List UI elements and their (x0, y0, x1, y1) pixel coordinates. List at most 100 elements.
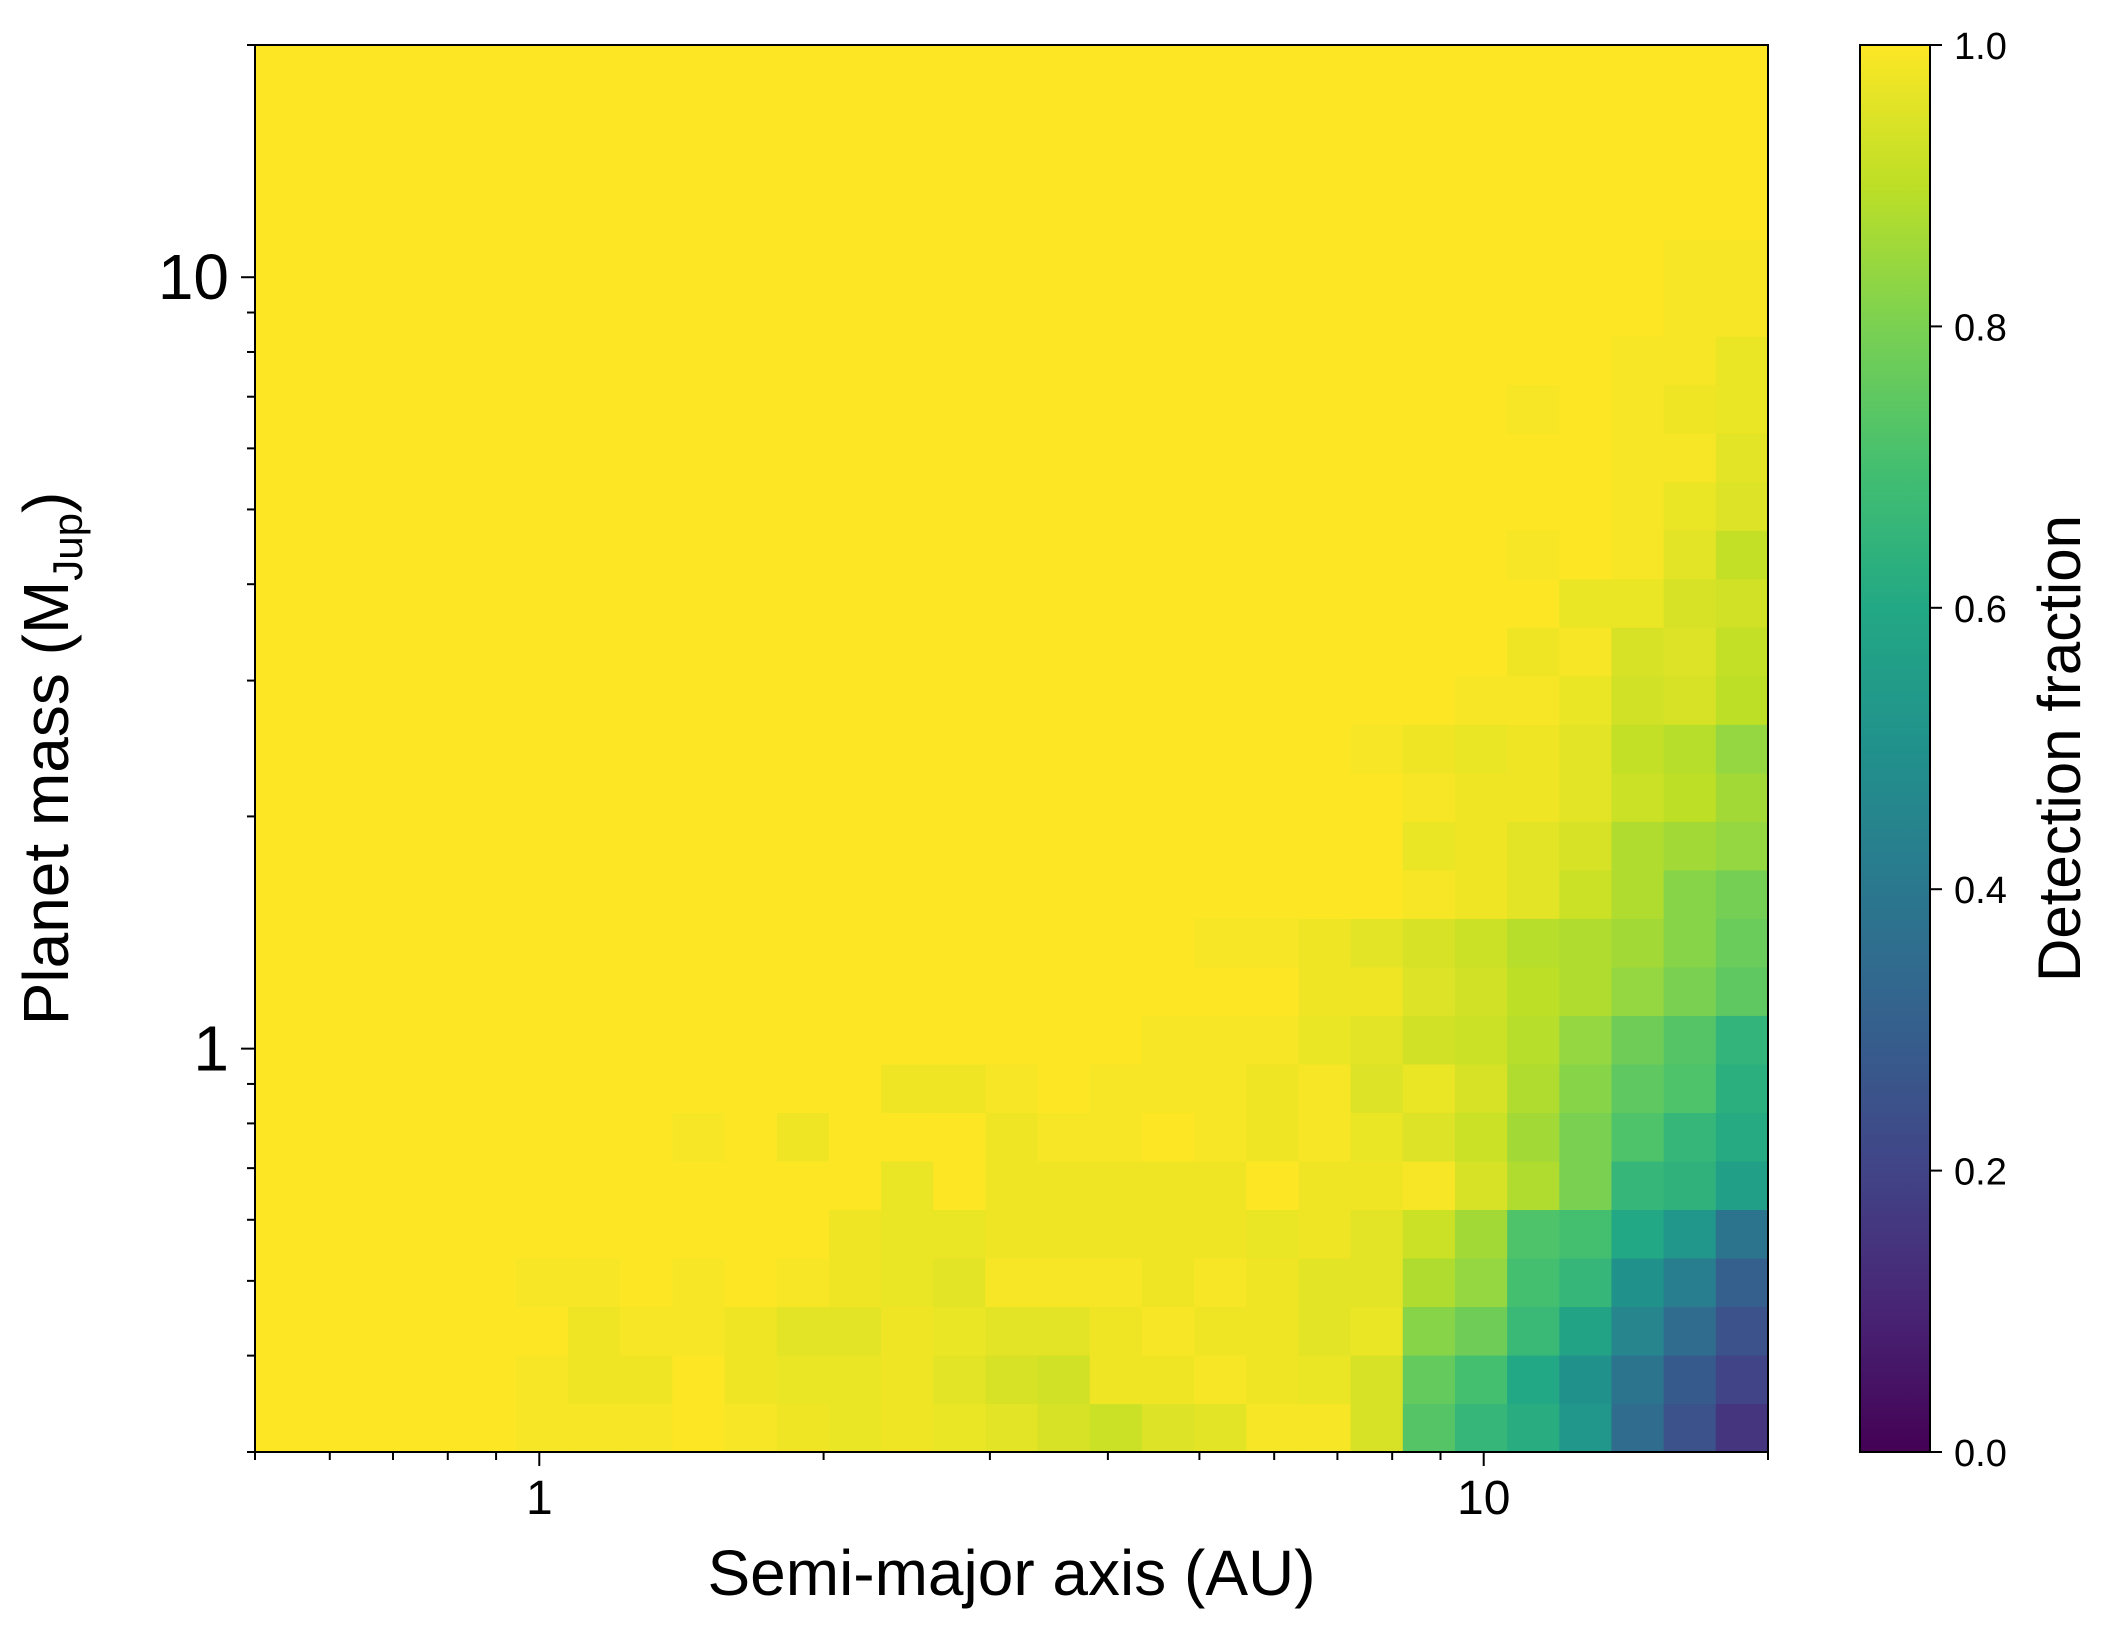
heatmap-cell (255, 93, 308, 143)
heatmap-cell (1350, 627, 1404, 677)
heatmap-cell (724, 578, 778, 628)
heatmap-cell (515, 821, 569, 871)
heatmap-cell (672, 384, 726, 434)
heatmap-cell (1507, 675, 1560, 725)
heatmap-cell (620, 45, 673, 95)
heatmap-cell (933, 966, 987, 1016)
heatmap-cell (1663, 675, 1717, 725)
heatmap-cell (307, 142, 360, 192)
heatmap-cell (1089, 530, 1143, 580)
heatmap-cell (1402, 627, 1456, 677)
heatmap-cell (1715, 627, 1769, 677)
heatmap-cell (359, 190, 413, 240)
heatmap-cell (1089, 1160, 1143, 1211)
heatmap-cell (620, 627, 673, 677)
heatmap-cell (463, 627, 517, 677)
heatmap-cell (828, 530, 882, 580)
heatmap-cell (1141, 578, 1195, 628)
heatmap-cell (881, 481, 934, 531)
y-axis-title: Planet mass (MJup) (10, 492, 91, 1026)
heatmap-cell (359, 1403, 413, 1453)
heatmap-cell (1089, 1354, 1143, 1405)
heatmap-cell (1559, 239, 1613, 289)
heatmap-cell (1559, 190, 1613, 240)
heatmap-cell (1559, 336, 1613, 386)
heatmap-cell (1141, 869, 1195, 919)
heatmap-cell (1663, 1160, 1717, 1211)
heatmap-cell (1194, 93, 1247, 143)
heatmap-cell (1402, 45, 1456, 95)
heatmap-cell (1559, 1306, 1613, 1356)
heatmap-cell (933, 384, 987, 434)
heatmap-cell (1194, 190, 1247, 240)
heatmap-cell (881, 1015, 934, 1065)
heatmap-cell (1141, 481, 1195, 531)
heatmap-cell (1141, 627, 1195, 677)
heatmap-cell (933, 772, 987, 822)
heatmap-cell (359, 336, 413, 386)
heatmap-cell (1454, 627, 1508, 677)
heatmap-cell (620, 1063, 673, 1113)
heatmap-cell (1454, 966, 1508, 1016)
heatmap-cell (1402, 530, 1456, 580)
heatmap-cell (881, 1354, 934, 1405)
heatmap-cell (1611, 1015, 1665, 1065)
heatmap-cell (1194, 1354, 1247, 1405)
heatmap-cell (881, 1306, 934, 1356)
heatmap-cell (985, 336, 1039, 386)
heatmap-cell (828, 1306, 882, 1356)
heatmap-cell (411, 190, 465, 240)
heatmap-cell (1663, 384, 1717, 434)
heatmap-cell (1402, 433, 1456, 483)
heatmap-cell (1246, 142, 1300, 192)
heatmap-cell (255, 142, 308, 192)
heatmap-cell (1663, 336, 1717, 386)
heatmap-cell (1298, 918, 1352, 968)
heatmap-cell (1141, 724, 1195, 774)
heatmap-cell (515, 1015, 569, 1065)
heatmap-cell (568, 918, 621, 968)
heatmap-cell (881, 675, 934, 725)
heatmap-cell (1507, 724, 1560, 774)
heatmap-cell (411, 918, 465, 968)
heatmap-cell (1611, 287, 1665, 337)
heatmap-cell (463, 384, 517, 434)
heatmap-cell (1715, 142, 1769, 192)
heatmap-cell (1611, 918, 1665, 968)
heatmap-cell (1298, 530, 1352, 580)
heatmap-cell (1298, 93, 1352, 143)
heatmap-cell (1402, 190, 1456, 240)
heatmap-cell (724, 1257, 778, 1308)
heatmap-cell (1141, 433, 1195, 483)
heatmap-cell (1507, 627, 1560, 677)
heatmap-cell (568, 433, 621, 483)
heatmap-cell (1402, 239, 1456, 289)
heatmap-cell (411, 287, 465, 337)
heatmap-cell (1194, 578, 1247, 628)
heatmap-cell (828, 1015, 882, 1065)
heatmap-cell (1089, 1063, 1143, 1113)
heatmap-cell (1089, 142, 1143, 192)
heatmap-cell (411, 821, 465, 871)
heatmap-cell (724, 1209, 778, 1259)
heatmap-cell (1298, 724, 1352, 774)
heatmap-cell (1611, 1209, 1665, 1259)
heatmap-cell (1246, 1354, 1300, 1405)
heatmap-cell (515, 1257, 569, 1308)
heatmap-cell (724, 93, 778, 143)
heatmap-cell (776, 1209, 830, 1259)
heatmap-cell (1559, 1112, 1613, 1162)
y-axis-title-subscript: Jup (44, 513, 91, 581)
heatmap-cell (568, 1063, 621, 1113)
heatmap-cell (1715, 1354, 1769, 1405)
heatmap-cell (255, 966, 308, 1016)
heatmap-cell (881, 578, 934, 628)
heatmap-cell (255, 287, 308, 337)
heatmap-cell (1559, 724, 1613, 774)
heatmap-cell (933, 918, 987, 968)
heatmap-cell (255, 481, 308, 531)
colorbar-tick-label: 1.0 (1954, 26, 2007, 68)
heatmap-cell (359, 287, 413, 337)
heatmap-cell (1611, 530, 1665, 580)
heatmap-cell (463, 433, 517, 483)
